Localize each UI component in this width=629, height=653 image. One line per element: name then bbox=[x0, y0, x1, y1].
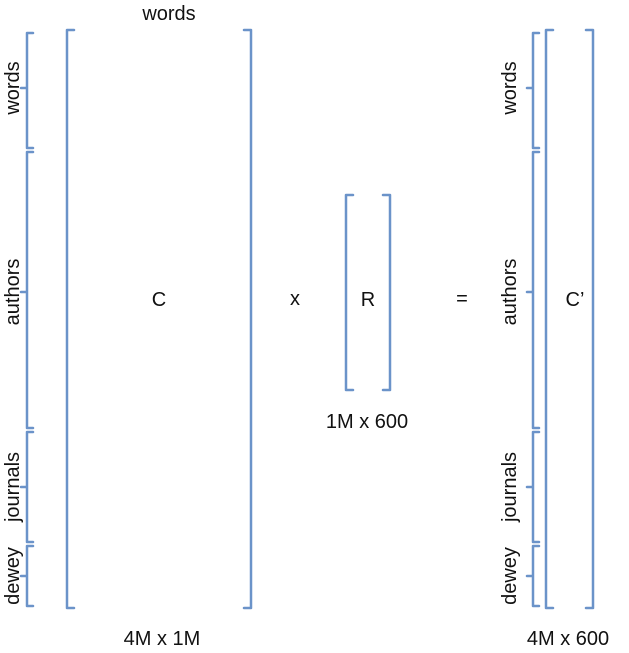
row-label-words-left: words bbox=[2, 61, 24, 115]
middle-matrix: R 1M x 600 bbox=[326, 193, 408, 433]
brace-journals-right bbox=[525, 430, 541, 544]
right-matrix: words authors journals dewey C’ 4M x 600 bbox=[499, 28, 609, 650]
middle-matrix-left-bracket bbox=[344, 193, 355, 392]
brace-authors-right bbox=[525, 150, 541, 430]
row-label-dewey-right: dewey bbox=[499, 547, 521, 605]
row-label-journals-left: journals bbox=[2, 452, 24, 523]
middle-matrix-name: R bbox=[361, 289, 375, 311]
right-matrix-name: C’ bbox=[566, 289, 585, 311]
middle-matrix-dimensions: 1M x 600 bbox=[326, 411, 408, 433]
left-matrix-column-header: words bbox=[141, 3, 195, 25]
right-matrix-dimensions: 4M x 600 bbox=[527, 628, 609, 650]
brace-dewey-left bbox=[19, 544, 35, 608]
brace-authors-left bbox=[19, 150, 35, 430]
left-matrix-left-bracket bbox=[65, 28, 76, 610]
multiply-operator: x bbox=[290, 288, 300, 310]
left-matrix-dimensions: 4M x 1M bbox=[124, 628, 201, 650]
left-matrix: words words authors journals dewey C 4M … bbox=[2, 3, 253, 650]
row-label-dewey-left: dewey bbox=[2, 547, 24, 605]
brace-journals-left bbox=[19, 430, 35, 544]
middle-matrix-right-bracket bbox=[381, 193, 392, 392]
right-matrix-right-bracket bbox=[584, 28, 595, 610]
brace-words-left bbox=[19, 31, 35, 150]
equals-operator: = bbox=[456, 288, 468, 310]
row-label-authors-right: authors bbox=[499, 259, 521, 326]
brace-words-right bbox=[525, 31, 541, 150]
row-label-authors-left: authors bbox=[2, 259, 24, 326]
row-label-journals-right: journals bbox=[499, 452, 521, 523]
row-label-words-right: words bbox=[499, 61, 521, 115]
brace-dewey-right bbox=[525, 544, 541, 608]
left-matrix-name: C bbox=[152, 289, 166, 311]
right-matrix-left-bracket bbox=[544, 28, 555, 610]
left-matrix-right-bracket bbox=[242, 28, 253, 610]
